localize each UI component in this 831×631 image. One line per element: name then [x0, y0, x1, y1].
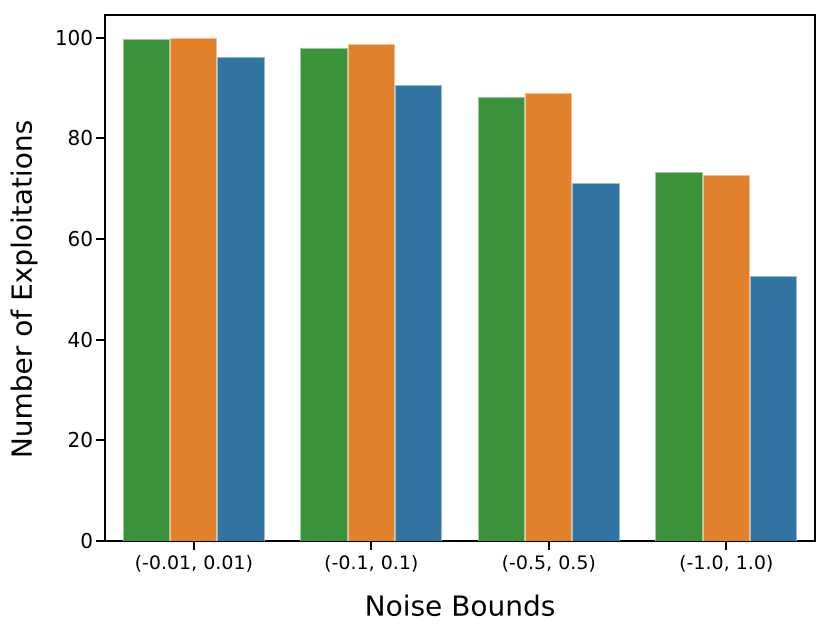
y-tick-label: 60 — [67, 226, 93, 251]
y-axis-label: Number of Exploitations — [5, 119, 39, 459]
bar-blue-2 — [572, 182, 620, 541]
x-tick-label: (-0.5, 0.5) — [501, 552, 596, 574]
x-tick — [725, 541, 728, 550]
y-tick — [96, 137, 105, 140]
bar-green-2 — [477, 97, 526, 541]
bar-group-2 — [460, 15, 638, 541]
bar-group-1 — [283, 15, 461, 541]
bar-blue-3 — [749, 275, 798, 541]
bar-green-1 — [300, 47, 348, 541]
bar-orange-1 — [347, 43, 395, 541]
bar-green-3 — [655, 171, 703, 541]
bar-green-0 — [122, 38, 171, 541]
x-tick — [547, 541, 550, 550]
y-tick-label: 0 — [80, 529, 93, 553]
y-tick-label: 20 — [67, 428, 93, 453]
y-tick — [96, 338, 105, 341]
y-tick-label: 80 — [67, 126, 93, 151]
bar-blue-0 — [217, 56, 265, 541]
bar-group-0 — [105, 15, 283, 541]
y-tick — [96, 439, 105, 442]
x-tick — [370, 541, 373, 550]
y-tick — [96, 237, 105, 240]
bar-orange-2 — [525, 93, 573, 541]
x-tick-label: (-0.01, 0.01) — [134, 552, 253, 574]
bar-group-3 — [638, 15, 816, 541]
y-tick-label: 40 — [67, 327, 93, 352]
x-tick-label: (-1.0, 1.0) — [679, 552, 774, 574]
bar-blue-1 — [394, 85, 443, 541]
x-tick — [192, 541, 195, 550]
y-tick — [96, 36, 105, 39]
bar-orange-0 — [170, 37, 218, 541]
plot-area — [104, 14, 816, 542]
bars-layer — [105, 15, 815, 541]
y-tick-label: 100 — [54, 25, 93, 50]
y-tick — [96, 540, 105, 542]
bar-orange-3 — [702, 174, 750, 541]
x-axis-label: Noise Bounds — [364, 589, 556, 623]
x-tick-label: (-0.1, 0.1) — [324, 552, 419, 574]
